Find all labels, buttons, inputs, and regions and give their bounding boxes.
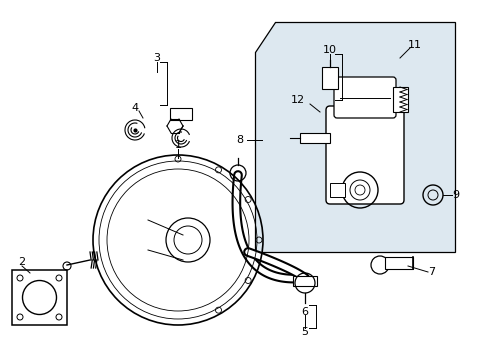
- Bar: [392, 87, 407, 112]
- Polygon shape: [254, 22, 454, 252]
- Text: 11: 11: [407, 40, 421, 50]
- Text: 6: 6: [301, 307, 308, 317]
- Bar: [12, 270, 67, 325]
- Text: 8: 8: [235, 135, 243, 145]
- Bar: [384, 257, 412, 269]
- Text: 3: 3: [153, 53, 160, 63]
- Text: 7: 7: [427, 267, 435, 277]
- Text: 5: 5: [301, 327, 308, 337]
- Bar: [321, 67, 337, 89]
- Bar: [292, 276, 316, 286]
- FancyBboxPatch shape: [325, 106, 403, 204]
- Text: 10: 10: [323, 45, 336, 55]
- Text: 1: 1: [174, 140, 181, 150]
- Bar: [299, 133, 329, 143]
- Bar: [329, 183, 345, 197]
- Text: 12: 12: [290, 95, 305, 105]
- Text: 2: 2: [19, 257, 25, 267]
- Text: 4: 4: [131, 103, 138, 113]
- Bar: [170, 108, 192, 120]
- Text: 9: 9: [451, 190, 459, 200]
- FancyBboxPatch shape: [333, 77, 395, 118]
